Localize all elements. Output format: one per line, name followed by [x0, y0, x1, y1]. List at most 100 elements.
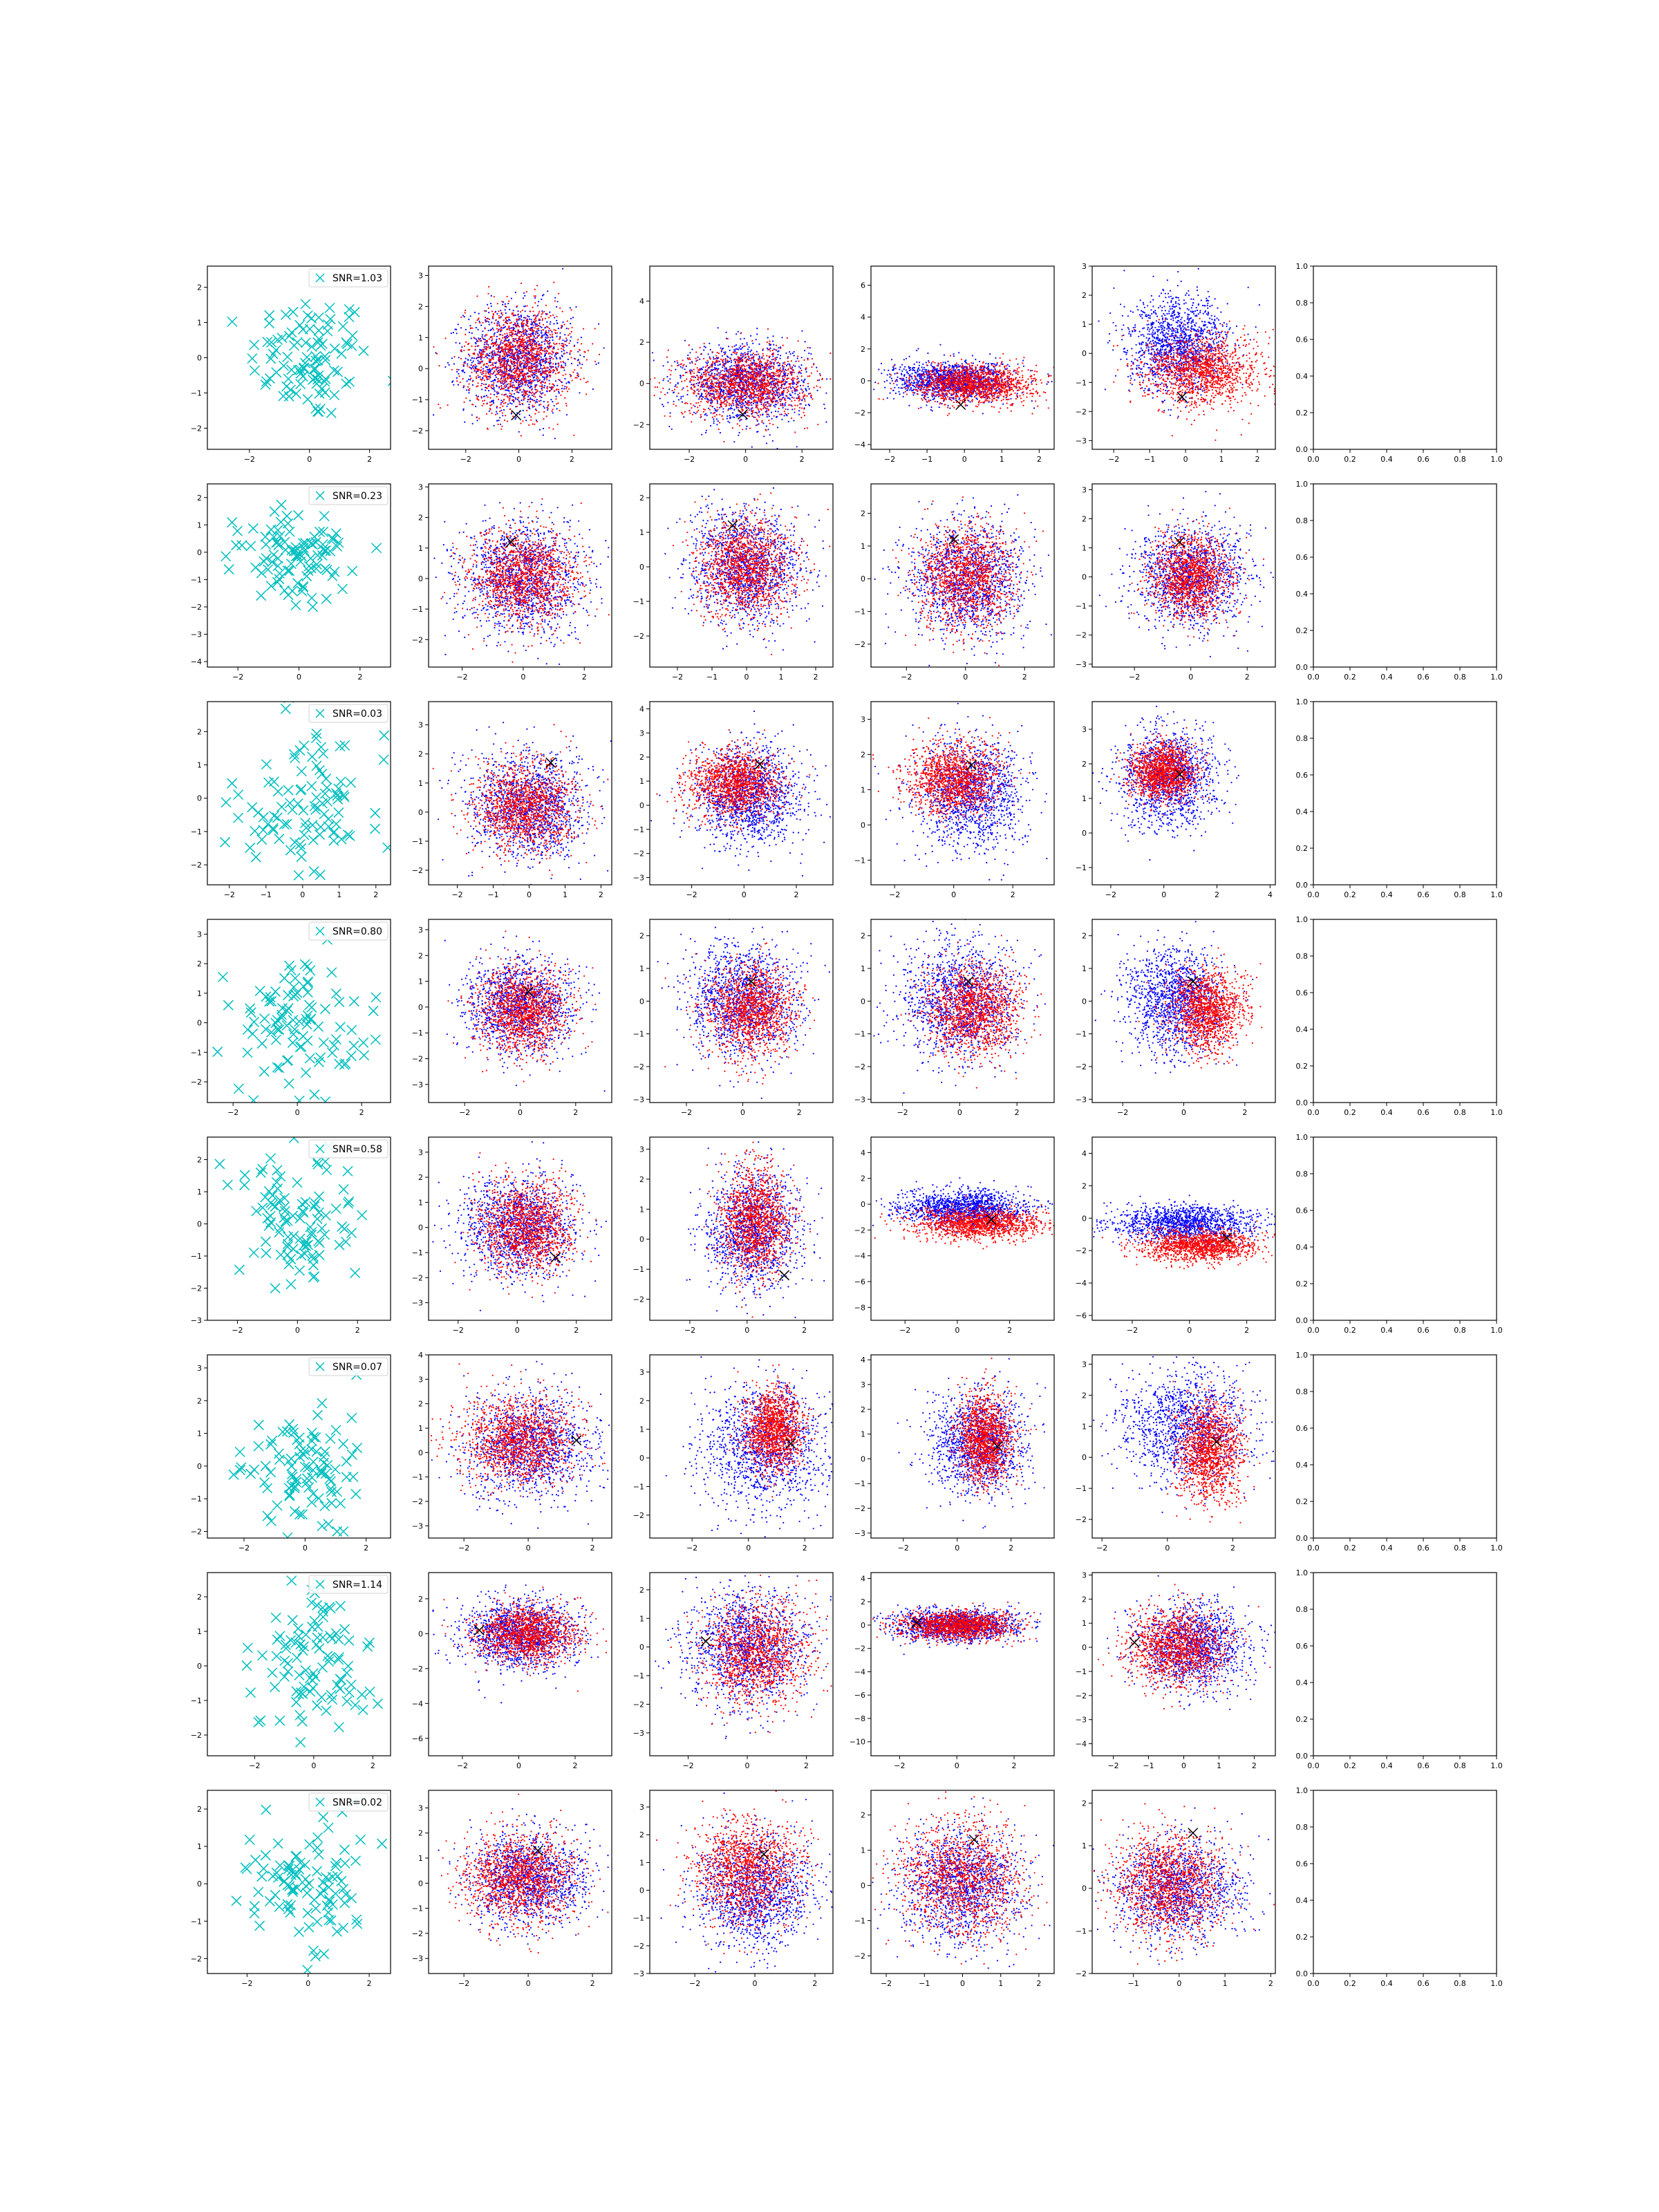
- data-point: [556, 403, 557, 404]
- data-point: [540, 368, 541, 369]
- data-point: [490, 365, 491, 366]
- data-point: [483, 364, 485, 365]
- data-point: [510, 346, 512, 348]
- data-point: [475, 406, 476, 407]
- data-point: [501, 348, 503, 350]
- data-point: [515, 338, 516, 339]
- data-point: [508, 319, 509, 320]
- data-point: [509, 332, 511, 333]
- data-point: [543, 411, 545, 413]
- data-point: [780, 358, 781, 359]
- data-point: [780, 348, 781, 349]
- data-point: [706, 371, 708, 373]
- data-point: [742, 371, 743, 373]
- data-point: [729, 368, 731, 369]
- data-point: [451, 357, 453, 359]
- data-point: [673, 391, 675, 393]
- data-point: [562, 385, 563, 386]
- data-point: [546, 371, 547, 372]
- data-point: [717, 402, 718, 403]
- data-point: [556, 388, 558, 390]
- data-point: [803, 391, 804, 393]
- data-point: [474, 369, 476, 371]
- data-point: [776, 416, 777, 418]
- data-point: [704, 371, 706, 373]
- data-point: [781, 413, 782, 415]
- latent-x-marker: [326, 408, 336, 418]
- data-point: [554, 391, 555, 392]
- data-point: [478, 363, 480, 364]
- data-point: [546, 377, 547, 379]
- data-point: [803, 385, 804, 386]
- data-point: [562, 311, 563, 312]
- latent-x-marker: [296, 379, 306, 389]
- data-point: [777, 354, 778, 355]
- data-point: [719, 422, 720, 423]
- data-point: [733, 349, 735, 350]
- data-point: [783, 366, 785, 368]
- data-point: [485, 339, 486, 340]
- data-point: [519, 389, 521, 391]
- data-point: [484, 310, 485, 312]
- data-point: [757, 424, 758, 426]
- data-point: [562, 356, 563, 357]
- data-point: [709, 386, 710, 387]
- data-point: [552, 386, 554, 388]
- data-point: [476, 319, 478, 321]
- data-point: [540, 365, 541, 366]
- data-point: [548, 317, 550, 318]
- latent-x-marker: [344, 377, 354, 386]
- data-point: [804, 400, 805, 402]
- data-point: [500, 407, 501, 409]
- data-point: [498, 352, 500, 353]
- data-point: [481, 388, 482, 390]
- data-point: [527, 380, 529, 382]
- data-point: [511, 403, 512, 404]
- data-point: [546, 332, 547, 333]
- data-point: [757, 420, 758, 422]
- data-point: [459, 375, 460, 377]
- data-point: [540, 382, 541, 384]
- data-point: [504, 341, 505, 342]
- data-point: [787, 386, 789, 388]
- data-point: [494, 371, 495, 373]
- data-point: [754, 368, 756, 369]
- data-point: [468, 392, 469, 393]
- data-point: [753, 380, 755, 382]
- data-point: [700, 388, 701, 390]
- data-point: [534, 319, 535, 320]
- data-point: [768, 390, 769, 391]
- data-point: [695, 358, 697, 359]
- data-point: [744, 368, 745, 369]
- data-point: [482, 373, 484, 374]
- data-point: [499, 344, 500, 346]
- data-point: [709, 371, 711, 372]
- data-point: [785, 409, 786, 410]
- data-point: [523, 368, 525, 369]
- data-point: [556, 320, 557, 321]
- data-point: [505, 351, 506, 353]
- data-point: [753, 373, 754, 374]
- data-point: [734, 353, 735, 354]
- data-point: [545, 353, 546, 354]
- data-point: [480, 372, 481, 373]
- data-point: [540, 400, 541, 402]
- data-point: [530, 335, 532, 337]
- data-point: [511, 393, 512, 395]
- data-point: [552, 348, 554, 350]
- data-point: [514, 352, 516, 353]
- data-point: [711, 375, 712, 376]
- data-point: [559, 358, 561, 359]
- data-point: [664, 415, 666, 417]
- data-point: [534, 413, 536, 415]
- data-point: [711, 388, 713, 389]
- data-point: [525, 393, 526, 394]
- data-point: [767, 393, 768, 394]
- data-point: [505, 322, 507, 324]
- data-point: [512, 332, 514, 334]
- data-point: [541, 341, 543, 343]
- data-point: [780, 380, 782, 382]
- data-point: [707, 402, 709, 403]
- data-point: [489, 411, 490, 412]
- data-point: [538, 301, 539, 302]
